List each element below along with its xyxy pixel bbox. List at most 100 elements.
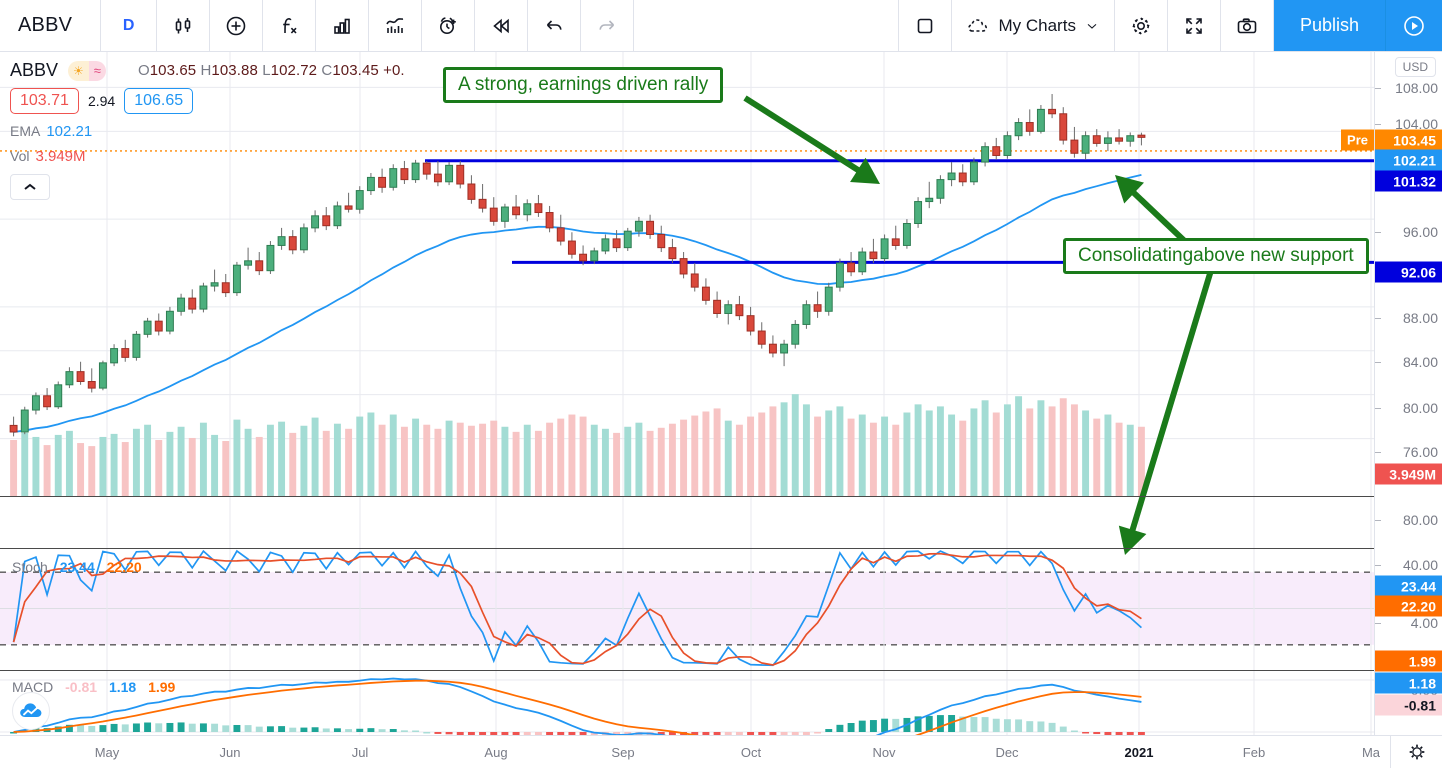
macd-histogram-bar [211, 723, 219, 732]
axis-price-tag[interactable]: -0.81 [1375, 694, 1442, 716]
chart-settings-icon[interactable] [1390, 736, 1442, 768]
publish-button[interactable]: Publish [1273, 0, 1386, 51]
play-icon [1404, 15, 1424, 36]
my-charts-label: My Charts [998, 15, 1076, 35]
macd-histogram-bar [144, 722, 152, 732]
candle-body [847, 262, 856, 273]
fullscreen-icon[interactable] [1168, 0, 1221, 51]
candle-body [333, 205, 342, 227]
rewind-icon[interactable] [475, 0, 529, 51]
volume-bar [579, 416, 587, 496]
axis-label: 80.00 [1402, 400, 1438, 416]
candle-body [746, 315, 755, 332]
volume-bar [166, 431, 174, 496]
chart-plot[interactable] [0, 52, 1374, 768]
collapse-pane-button[interactable] [10, 174, 50, 200]
time-axis-label: Feb [1242, 745, 1266, 760]
play-button[interactable] [1386, 0, 1442, 51]
pre-market-tag: Pre [1341, 129, 1374, 151]
macd-histogram-bar [1048, 722, 1056, 732]
candle-body [87, 381, 96, 389]
annotation-rally[interactable]: A strong, earnings driven rally [443, 67, 724, 103]
chart-canvas[interactable] [0, 52, 1374, 768]
volume-bar [802, 404, 810, 496]
candle-body [110, 348, 119, 364]
alarm-add-icon[interactable] [422, 0, 476, 51]
macd-histogram-bar [266, 726, 274, 732]
axis-price-tag[interactable]: 1.99 [1375, 650, 1442, 672]
volume-bar [412, 418, 420, 496]
settings-gear-icon[interactable] [1115, 0, 1168, 51]
undo-icon[interactable] [528, 0, 582, 51]
axis-price-tag[interactable]: 23.44 [1375, 575, 1442, 597]
interval-button[interactable]: D [101, 0, 158, 51]
candle-body [590, 250, 599, 262]
axis-tick [1375, 565, 1381, 566]
candle-body [1014, 122, 1023, 137]
chart-container[interactable]: ABBV ☀ ≈ O103.65 H103.88 L102.72 C103.45… [0, 52, 1442, 768]
axis-price-tag[interactable]: 3.949M [1375, 463, 1442, 485]
volume-bar [523, 424, 531, 496]
candle-body [1103, 137, 1112, 144]
candle-body [757, 330, 766, 345]
macd-histogram-bar [847, 723, 855, 732]
currency-badge[interactable]: USD [1394, 57, 1436, 77]
redo-icon[interactable] [581, 0, 635, 51]
candle-body [791, 323, 800, 345]
layout-select-icon[interactable] [899, 0, 953, 51]
annotation-support[interactable]: Consolidatingabove new support [1063, 238, 1369, 274]
candle-body [54, 384, 63, 408]
macd-histogram-bar [311, 727, 319, 732]
volume-bar [847, 418, 855, 496]
axis-price-tag[interactable]: 22.20 [1375, 595, 1442, 617]
indicators-icon[interactable] [369, 0, 423, 51]
volume-bar [1037, 400, 1045, 496]
annotation-arrow-support-down[interactable] [1118, 266, 1215, 555]
axis-price-tag[interactable]: 103.45 [1375, 129, 1442, 151]
macd-histogram-bar [1137, 732, 1145, 738]
macd-histogram-bar [121, 724, 129, 732]
volume-bar [691, 415, 699, 496]
axis-price-tag[interactable]: 101.32 [1375, 170, 1442, 192]
annotation-arrow-rally[interactable] [743, 95, 880, 184]
bar-chart-icon[interactable] [316, 0, 370, 51]
volume-bar [1015, 396, 1023, 496]
axis-tick [1375, 318, 1381, 319]
symbol-search-button[interactable]: ABBV [0, 0, 102, 51]
candle-body [713, 299, 722, 314]
candle-body [1092, 135, 1101, 144]
macd-histogram-bar [166, 722, 174, 732]
candle-body [646, 220, 655, 235]
snapshot-camera-icon[interactable] [1221, 0, 1274, 51]
chevron-up-icon [24, 183, 36, 190]
volume-bar [1059, 398, 1067, 496]
volume-bar [1003, 404, 1011, 496]
publish-label: Publish [1299, 15, 1359, 35]
macd-histogram-bar [10, 732, 18, 734]
candle-body [1070, 139, 1079, 154]
add-indicator-icon[interactable] [210, 0, 264, 51]
macd-histogram-bar [1082, 732, 1090, 734]
macd-histogram-bar [970, 717, 978, 732]
price-axis[interactable]: USD 108.00 104.00 96.00 88.00 84.00 80.00 76.0… [1374, 52, 1442, 768]
candle-body [612, 238, 621, 249]
volume-bar [456, 422, 464, 496]
axis-price-tag[interactable]: 102.21 [1375, 149, 1442, 171]
axis-price-tag[interactable]: 92.06 [1375, 261, 1442, 283]
macd-histogram-bar [1059, 726, 1067, 732]
time-axis-label: 2021 [1124, 745, 1154, 760]
candle-body [311, 215, 320, 229]
candle-body [914, 201, 923, 224]
axis-price-tag[interactable]: 1.18 [1375, 672, 1442, 694]
time-axis[interactable]: May Jun Jul Aug Sep Oct Nov Dec 2021 Feb Ma [0, 735, 1442, 768]
candle-body [76, 371, 85, 383]
macd-histogram-bar [456, 732, 464, 737]
candle-body [31, 395, 40, 411]
candle-body [411, 162, 420, 181]
my-charts-button[interactable]: My Charts [952, 0, 1115, 51]
macd-histogram-bar [244, 725, 252, 732]
function-icon[interactable] [263, 0, 317, 51]
volume-bar [21, 432, 29, 496]
candle-body [1081, 135, 1090, 154]
candlestick-chart-icon[interactable] [157, 0, 211, 51]
